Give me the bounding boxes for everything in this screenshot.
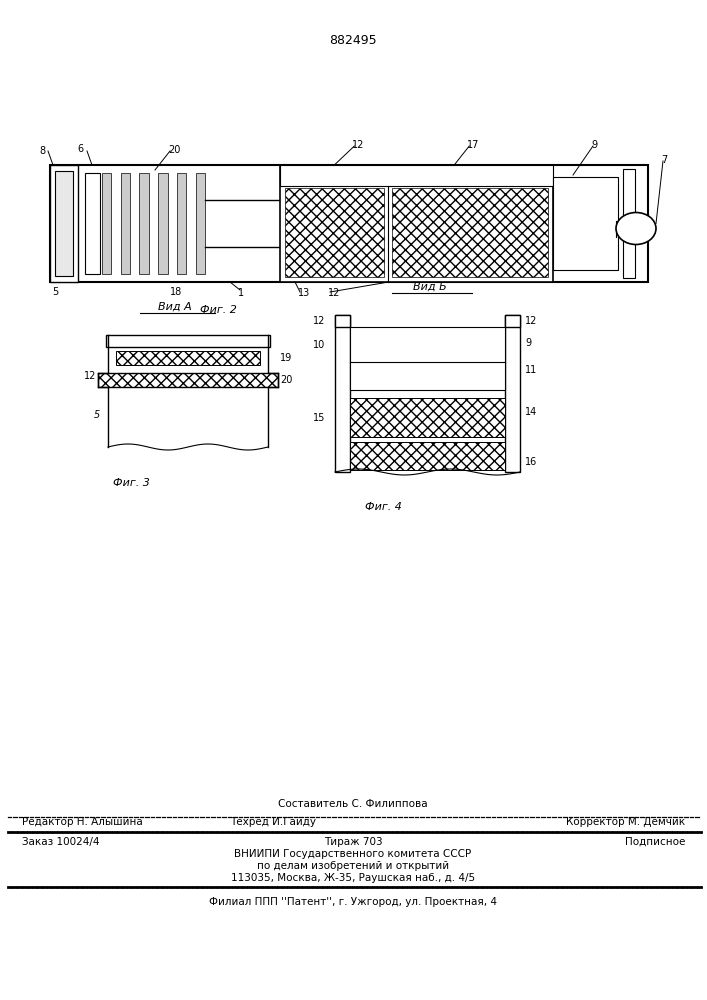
Text: 9: 9 bbox=[525, 338, 531, 348]
Text: 9: 9 bbox=[591, 140, 597, 150]
Text: 20: 20 bbox=[168, 145, 180, 155]
Bar bbox=[350, 327, 505, 390]
Text: ВНИИПИ Государственного комитета СССР: ВНИИПИ Государственного комитета СССР bbox=[235, 849, 472, 859]
Text: Корректор М. Демчик: Корректор М. Демчик bbox=[566, 817, 685, 827]
Text: 14: 14 bbox=[525, 407, 537, 417]
Bar bbox=[50, 165, 648, 282]
Bar bbox=[121, 173, 130, 274]
Text: 12: 12 bbox=[313, 316, 325, 326]
Text: Фиг. 3: Фиг. 3 bbox=[113, 478, 150, 488]
Ellipse shape bbox=[616, 213, 656, 244]
Bar bbox=[98, 373, 278, 387]
Text: Редактор Н. Алышина: Редактор Н. Алышина bbox=[22, 817, 143, 827]
Bar bbox=[505, 315, 520, 327]
Text: 6: 6 bbox=[78, 144, 84, 154]
Text: 15: 15 bbox=[313, 413, 325, 423]
Bar bbox=[335, 315, 350, 327]
Text: 12: 12 bbox=[352, 140, 365, 150]
Text: 10: 10 bbox=[313, 340, 325, 350]
Bar bbox=[85, 173, 100, 274]
Text: 5: 5 bbox=[52, 287, 58, 297]
Bar bbox=[623, 169, 635, 278]
Text: 5: 5 bbox=[94, 410, 100, 420]
Text: Тираж 703: Тираж 703 bbox=[324, 837, 382, 847]
Bar bbox=[350, 442, 505, 470]
Text: 12: 12 bbox=[328, 288, 340, 298]
Bar bbox=[50, 165, 78, 282]
Text: Заказ 10024/4: Заказ 10024/4 bbox=[22, 837, 100, 847]
Text: Вид Б: Вид Б bbox=[413, 282, 447, 292]
Bar bbox=[55, 171, 73, 276]
Text: 18: 18 bbox=[170, 287, 182, 297]
Bar bbox=[392, 188, 548, 277]
Bar bbox=[106, 335, 270, 347]
Text: Филиал ППП ''Патент'', г. Ужгород, ул. Проектная, 4: Филиал ППП ''Патент'', г. Ужгород, ул. П… bbox=[209, 897, 497, 907]
Text: 20: 20 bbox=[280, 375, 293, 385]
Text: 16: 16 bbox=[525, 457, 537, 467]
Bar bbox=[102, 173, 112, 274]
Text: 17: 17 bbox=[467, 140, 479, 150]
Bar bbox=[280, 165, 553, 186]
Text: 8: 8 bbox=[40, 146, 46, 156]
Text: 11: 11 bbox=[525, 365, 537, 375]
Text: 12: 12 bbox=[84, 371, 96, 381]
Text: 13: 13 bbox=[298, 288, 310, 298]
Bar bbox=[158, 173, 168, 274]
Text: 19: 19 bbox=[280, 353, 292, 363]
Text: Вид А: Вид А bbox=[158, 302, 192, 312]
Text: 7: 7 bbox=[661, 155, 667, 165]
Text: 113035, Москва, Ж-35, Раушская наб., д. 4/5: 113035, Москва, Ж-35, Раушская наб., д. … bbox=[231, 873, 475, 883]
Bar bbox=[196, 173, 205, 274]
Bar bbox=[350, 398, 505, 437]
Bar bbox=[335, 315, 350, 472]
Bar bbox=[116, 351, 260, 365]
Bar bbox=[505, 315, 520, 472]
Text: Фиг. 2: Фиг. 2 bbox=[200, 305, 237, 315]
Text: 882495: 882495 bbox=[329, 33, 377, 46]
Text: 12: 12 bbox=[525, 316, 537, 326]
Text: по делам изобретений и открытий: по делам изобретений и открытий bbox=[257, 861, 449, 871]
Text: Подписное: Подписное bbox=[624, 837, 685, 847]
Bar bbox=[280, 165, 553, 282]
Bar bbox=[177, 173, 186, 274]
Text: Фиг. 4: Фиг. 4 bbox=[365, 502, 402, 512]
Bar bbox=[139, 173, 148, 274]
Text: Составитель С. Филиппова: Составитель С. Филиппова bbox=[278, 799, 428, 809]
Bar bbox=[285, 188, 384, 277]
Text: 1: 1 bbox=[238, 288, 244, 298]
Bar bbox=[553, 177, 618, 270]
Text: Техред И.Гайду: Техред И.Гайду bbox=[230, 817, 316, 827]
